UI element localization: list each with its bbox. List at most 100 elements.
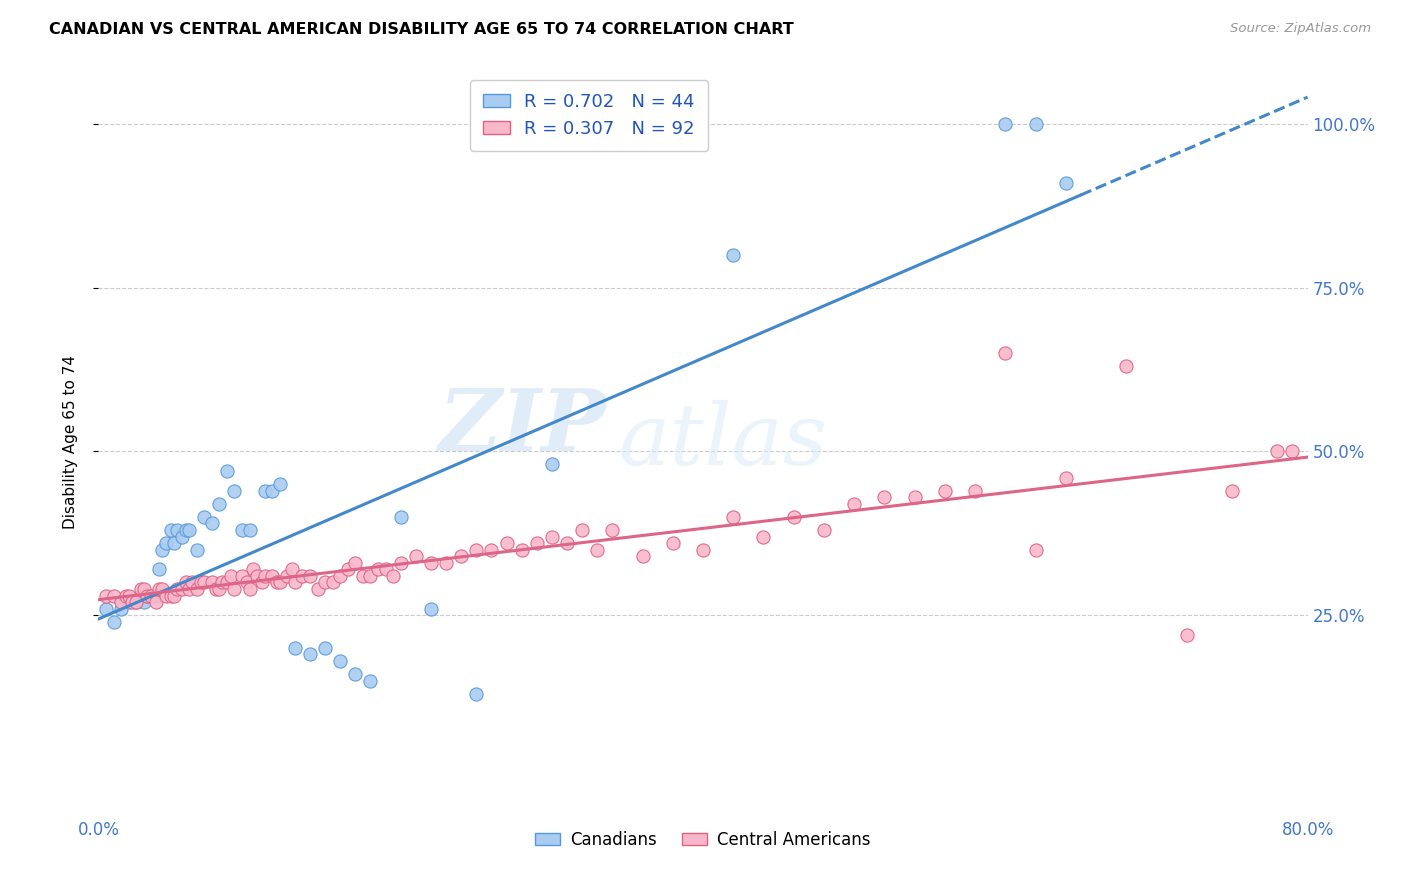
Point [1054,176,1077,190]
Text: atlas: atlas [619,401,828,483]
Point [186,582,208,596]
Y-axis label: Disability Age 65 to 74: Disability Age 65 to 74 [63,354,77,529]
Point [465,542,488,557]
Point [1220,483,1243,498]
Point [114,589,136,603]
Point [125,595,148,609]
Point [215,464,238,478]
Point [201,575,224,590]
Point [481,542,503,557]
Point [190,575,212,590]
Point [166,523,188,537]
Point [352,569,374,583]
Point [148,582,170,596]
Point [631,549,654,564]
Point [262,569,284,583]
Point [934,483,956,498]
Point [994,346,1017,360]
Point [344,556,367,570]
Point [179,582,201,596]
Text: Source: ZipAtlas.com: Source: ZipAtlas.com [1230,22,1371,36]
Point [148,562,170,576]
Point [118,589,141,603]
Point [555,536,578,550]
Point [129,582,152,596]
Point [110,601,132,615]
Point [103,615,125,629]
Point [420,556,443,570]
Point [1281,444,1303,458]
Point [205,582,228,596]
Point [141,589,163,603]
Point [752,530,775,544]
Point [1267,444,1289,458]
Point [873,490,896,504]
Point [510,542,533,557]
Point [221,569,243,583]
Point [211,575,233,590]
Point [155,536,177,550]
Point [540,530,562,544]
Point [813,523,835,537]
Point [253,569,276,583]
Point [723,248,745,262]
Point [160,589,183,603]
Point [571,523,593,537]
Point [266,575,288,590]
Point [231,523,253,537]
Point [344,667,367,681]
Point [1024,542,1046,557]
Point [170,582,193,596]
Point [299,569,322,583]
Text: CANADIAN VS CENTRAL AMERICAN DISABILITY AGE 65 TO 74 CORRELATION CHART: CANADIAN VS CENTRAL AMERICAN DISABILITY … [49,22,794,37]
Point [224,483,246,498]
Point [129,589,152,603]
Point [135,589,157,603]
Point [281,562,304,576]
Point [179,523,201,537]
Point [374,562,396,576]
Point [965,483,987,498]
Point [314,575,336,590]
Point [322,575,344,590]
Point [160,523,183,537]
Point [904,490,927,504]
Point [94,601,117,615]
Point [360,569,382,583]
Point [253,483,276,498]
Point [94,589,117,603]
Point [450,549,472,564]
Point [1024,117,1046,131]
Point [132,582,155,596]
Point [155,589,177,603]
Point [329,654,352,668]
Point [250,575,273,590]
Point [329,569,352,583]
Point [844,497,866,511]
Point [586,542,609,557]
Point [382,569,405,583]
Point [163,536,186,550]
Point [150,542,173,557]
Point [269,477,291,491]
Point [193,575,215,590]
Point [269,575,291,590]
Point [284,575,307,590]
Point [405,549,427,564]
Point [174,523,197,537]
Point [239,582,262,596]
Point [389,556,412,570]
Point [420,601,443,615]
Point [215,575,238,590]
Point [495,536,517,550]
Point [783,509,806,524]
Point [291,569,314,583]
Point [174,575,197,590]
Point [307,582,329,596]
Point [141,589,163,603]
Point [193,509,215,524]
Point [110,595,132,609]
Point [314,640,336,655]
Point [181,575,204,590]
Point [723,509,745,524]
